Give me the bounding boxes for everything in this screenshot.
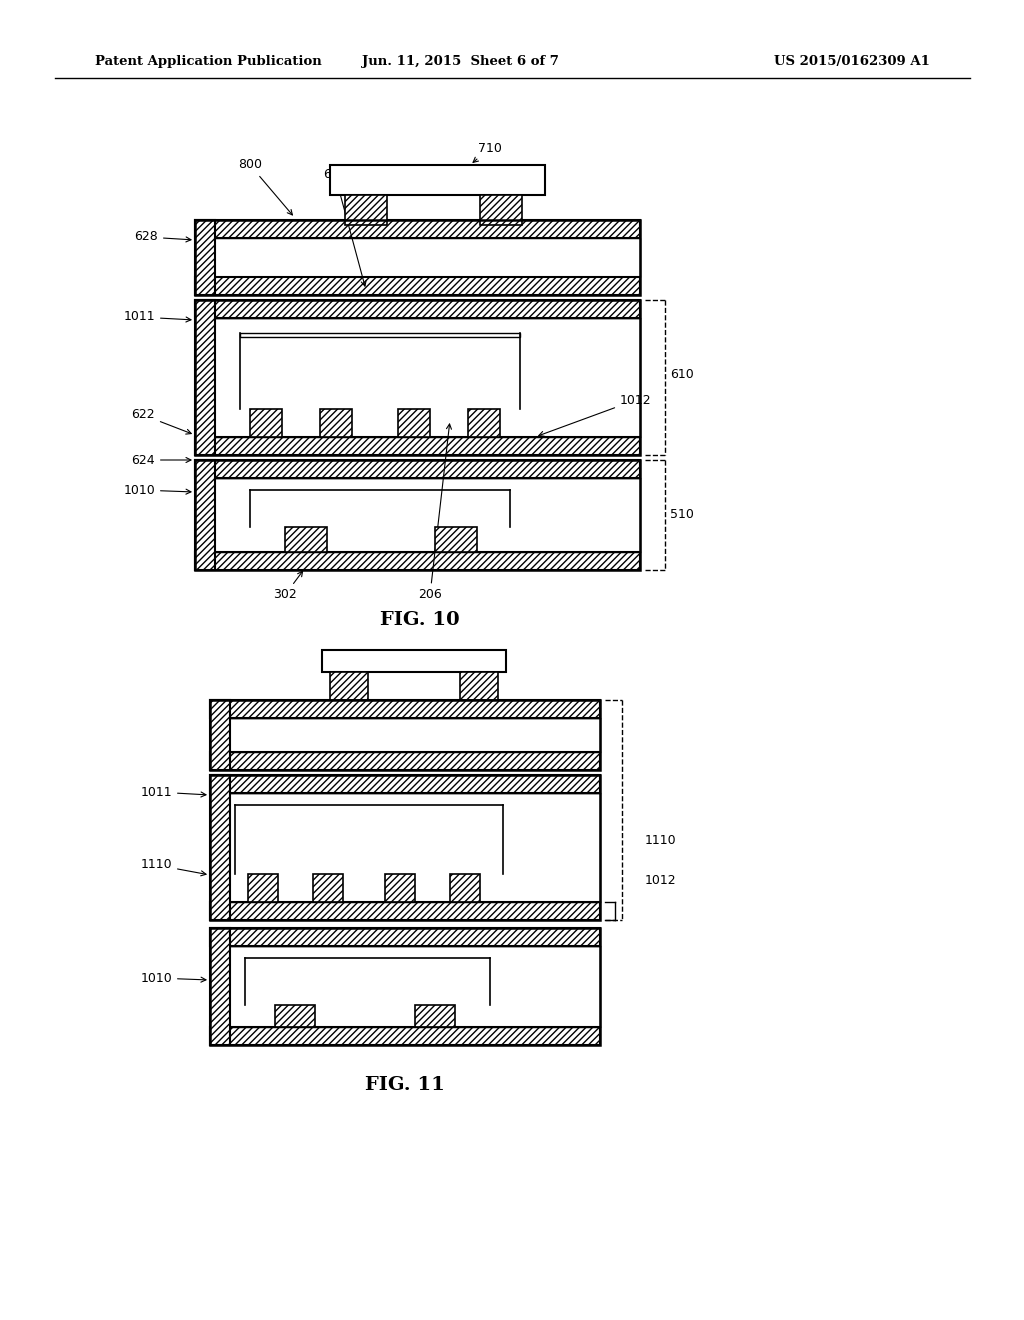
Bar: [210, 700, 230, 770]
Bar: [195, 300, 215, 455]
Text: 1012: 1012: [539, 393, 651, 436]
Bar: [195, 220, 640, 294]
Bar: [210, 700, 600, 718]
Bar: [210, 793, 600, 902]
Bar: [240, 333, 520, 337]
Text: 206: 206: [418, 424, 452, 602]
Text: 628: 628: [134, 231, 191, 243]
Text: 1010: 1010: [123, 483, 191, 496]
Text: Jun. 11, 2015  Sheet 6 of 7: Jun. 11, 2015 Sheet 6 of 7: [361, 55, 558, 69]
Bar: [195, 220, 640, 238]
Bar: [210, 775, 230, 920]
Bar: [313, 874, 343, 902]
Bar: [195, 300, 640, 455]
Bar: [385, 874, 415, 902]
Bar: [195, 318, 640, 437]
Bar: [195, 277, 640, 294]
Bar: [195, 437, 640, 455]
Bar: [275, 1005, 315, 1027]
Text: US 2015/0162309 A1: US 2015/0162309 A1: [774, 55, 930, 69]
Bar: [210, 718, 600, 752]
Bar: [435, 527, 477, 552]
Text: 624: 624: [131, 454, 191, 466]
Bar: [195, 478, 640, 552]
Bar: [195, 459, 215, 570]
Text: FIG. 10: FIG. 10: [380, 611, 460, 630]
Bar: [210, 700, 600, 770]
Text: 1110: 1110: [140, 858, 206, 875]
Bar: [210, 928, 230, 1045]
Bar: [319, 409, 352, 437]
Text: Patent Application Publication: Patent Application Publication: [95, 55, 322, 69]
Text: 610: 610: [670, 368, 693, 381]
Bar: [210, 928, 600, 1045]
Text: 1011: 1011: [123, 310, 191, 323]
Bar: [210, 775, 600, 793]
Bar: [248, 874, 278, 902]
Bar: [450, 874, 480, 902]
Bar: [285, 527, 327, 552]
Bar: [195, 459, 640, 570]
Text: 630: 630: [324, 169, 366, 286]
Text: 1011: 1011: [140, 785, 206, 799]
Bar: [345, 195, 387, 224]
Text: 302: 302: [273, 572, 303, 602]
Bar: [210, 902, 600, 920]
Bar: [210, 1027, 600, 1045]
Text: FIG. 11: FIG. 11: [366, 1076, 445, 1094]
Bar: [210, 928, 600, 946]
Bar: [415, 1005, 455, 1027]
Text: 1012: 1012: [645, 874, 677, 887]
Bar: [210, 752, 600, 770]
Text: 1010: 1010: [140, 972, 206, 985]
Bar: [468, 409, 500, 437]
Text: 510: 510: [670, 508, 694, 521]
Bar: [330, 672, 368, 700]
Text: 800: 800: [238, 158, 293, 215]
Bar: [195, 220, 215, 294]
Bar: [195, 459, 640, 478]
Bar: [322, 649, 506, 672]
Bar: [210, 946, 600, 1027]
Bar: [460, 672, 498, 700]
Bar: [195, 552, 640, 570]
Bar: [195, 300, 640, 318]
Bar: [195, 238, 640, 277]
Bar: [398, 409, 430, 437]
Text: 710: 710: [473, 141, 502, 162]
Bar: [480, 195, 522, 224]
Text: 622: 622: [131, 408, 191, 434]
Bar: [250, 409, 282, 437]
Bar: [330, 165, 545, 195]
Text: 1110: 1110: [645, 833, 677, 846]
Bar: [210, 775, 600, 920]
